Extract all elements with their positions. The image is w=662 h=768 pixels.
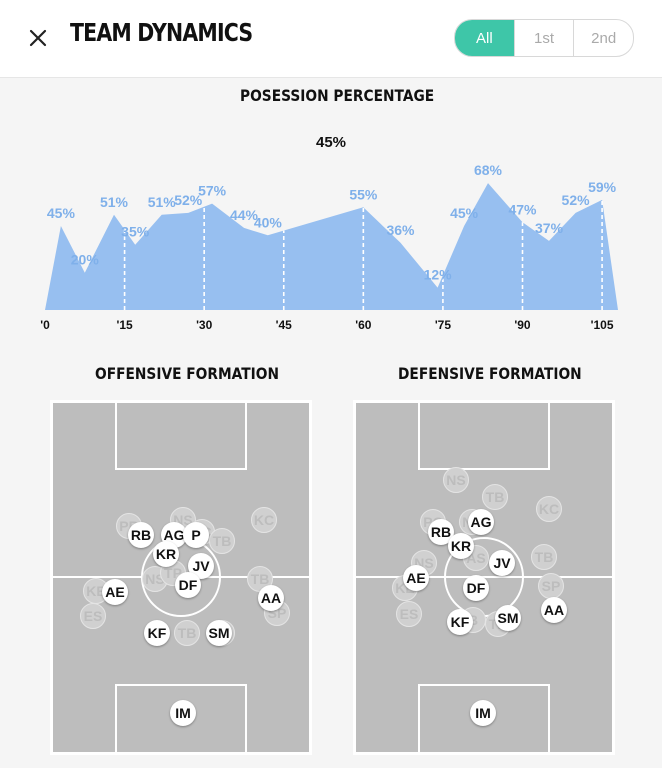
opponent-player-marker: SP [538, 573, 564, 599]
opponent-player-marker: KC [536, 496, 562, 522]
player-marker[interactable]: AE [102, 579, 128, 605]
player-marker[interactable]: IM [470, 700, 496, 726]
data-label: 45% [47, 205, 76, 221]
data-label: 47% [508, 201, 537, 217]
opponent-player-marker: TB [531, 544, 557, 570]
x-tick-label: '90 [514, 318, 531, 332]
player-marker[interactable]: RB [128, 522, 154, 548]
x-tick-label: '45 [276, 318, 293, 332]
data-label: 57% [198, 183, 227, 199]
player-marker[interactable]: IM [170, 700, 196, 726]
data-label: 45% [450, 205, 479, 221]
x-tick-label: '60 [355, 318, 372, 332]
opponent-player-marker: TB [247, 566, 273, 592]
opponent-player-marker: KC [251, 507, 277, 533]
opponent-player-marker: TB [482, 484, 508, 510]
player-marker[interactable]: AA [541, 597, 567, 623]
player-marker[interactable]: AG [468, 509, 494, 535]
x-tick-label: '15 [116, 318, 133, 332]
player-marker[interactable]: DF [463, 575, 489, 601]
possession-title: POSESSION PERCENTAGE [240, 86, 435, 105]
possession-area [45, 183, 618, 310]
player-marker[interactable]: P [183, 522, 209, 548]
data-label: 44% [230, 207, 259, 223]
page-title: TEAM DYNAMICS [70, 18, 253, 47]
close-button[interactable] [24, 24, 52, 52]
opponent-player-marker: NS [443, 467, 469, 493]
player-marker[interactable]: AE [403, 565, 429, 591]
period-segmented-control: All 1st 2nd [454, 19, 634, 57]
player-marker[interactable]: JV [489, 550, 515, 576]
data-label: 59% [588, 179, 617, 195]
data-label: 55% [349, 186, 378, 202]
data-label: 52% [562, 192, 591, 208]
player-marker[interactable]: SM [495, 605, 521, 631]
x-tick-label: '0 [40, 318, 50, 332]
x-tick-label: '105 [591, 318, 614, 332]
player-marker[interactable]: SM [206, 620, 232, 646]
close-icon [29, 29, 47, 47]
player-marker[interactable]: AA [258, 585, 284, 611]
player-marker[interactable]: KF [144, 620, 170, 646]
data-label: 52% [174, 192, 203, 208]
opponent-player-marker: TB [209, 528, 235, 554]
offensive-pitch: NSPBPCTBKCNSTPKEESTBSPTBTBRBAGPKRJVDFAEA… [50, 400, 312, 755]
defensive-pitch: NSTBKCPCNSNSASTBSPKEESBTBAGRBKRJVAEDFAAS… [353, 400, 615, 755]
data-label: 36% [386, 222, 415, 238]
opponent-player-marker: TB [174, 620, 200, 646]
possession-chart: '0'15'30'45'60'75'90'10545%20%51%35%51%5… [40, 162, 618, 332]
offensive-formation-title: OFFENSIVE FORMATION [95, 364, 279, 383]
player-marker[interactable]: KR [448, 533, 474, 559]
opponent-player-marker: ES [396, 601, 422, 627]
data-label: 51% [148, 194, 177, 210]
data-label: 51% [100, 194, 129, 210]
tab-2nd[interactable]: 2nd [573, 20, 633, 56]
player-marker[interactable]: KF [447, 609, 473, 635]
x-tick-label: '75 [435, 318, 452, 332]
current-possession-value: 45% [316, 134, 347, 151]
data-label: 12% [424, 267, 453, 283]
data-label: 40% [254, 214, 283, 230]
data-label: 37% [535, 220, 564, 236]
x-tick-label: '30 [196, 318, 213, 332]
tab-all[interactable]: All [455, 20, 514, 56]
data-label: 20% [71, 252, 100, 268]
data-label: 68% [474, 162, 503, 178]
data-label: 35% [121, 224, 150, 240]
tab-1st[interactable]: 1st [513, 20, 574, 56]
player-marker[interactable]: DF [175, 572, 201, 598]
header: TEAM DYNAMICS All 1st 2nd [0, 0, 662, 78]
player-marker[interactable]: KR [153, 541, 179, 567]
opponent-player-marker: ES [80, 603, 106, 629]
defensive-formation-title: DEFENSIVE FORMATION [398, 364, 582, 383]
